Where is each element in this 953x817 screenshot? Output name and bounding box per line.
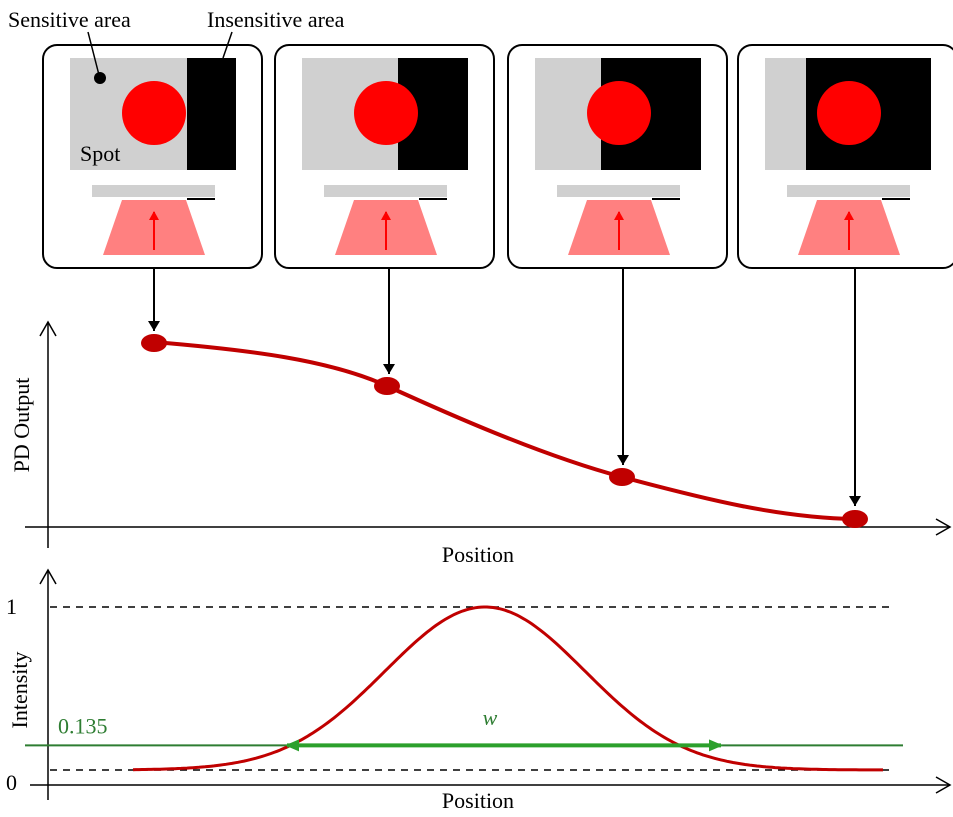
spot bbox=[817, 81, 881, 145]
detector-panel bbox=[738, 45, 953, 268]
intensity-axes bbox=[30, 570, 950, 800]
spot bbox=[122, 81, 186, 145]
sensitive-area bbox=[765, 58, 806, 170]
tick-label: 0.135 bbox=[58, 713, 108, 738]
insensitive-area bbox=[187, 58, 236, 170]
width-label: w bbox=[483, 705, 498, 730]
tick-label: 0 bbox=[6, 770, 17, 795]
pd-points bbox=[141, 334, 868, 528]
intensity-y-label: Intensity bbox=[7, 652, 32, 729]
detector-panel bbox=[275, 45, 494, 268]
slit-bar bbox=[557, 185, 680, 197]
pd-axes bbox=[25, 322, 950, 548]
spot bbox=[587, 81, 651, 145]
figure: Sensitive area Insensitive area Spot PD … bbox=[0, 0, 953, 817]
spot-label: Spot bbox=[80, 141, 120, 166]
pd-x-label: Position bbox=[442, 542, 514, 567]
sensitive-dot bbox=[94, 72, 106, 84]
intensity-x-label: Position bbox=[442, 788, 514, 813]
drop-arrows bbox=[154, 268, 855, 506]
intensity-plot: 0 0.135 1 bbox=[6, 594, 903, 795]
slit-bar bbox=[324, 185, 447, 197]
pd-curve bbox=[154, 342, 855, 519]
tick-label: 1 bbox=[6, 594, 17, 619]
sensitive-label: Sensitive area bbox=[8, 7, 131, 32]
detector-panel bbox=[43, 45, 262, 268]
slit-bar bbox=[787, 185, 910, 197]
panels bbox=[43, 45, 953, 268]
slit-bar bbox=[92, 185, 215, 197]
spot bbox=[354, 81, 418, 145]
detector-panel bbox=[508, 45, 727, 268]
insensitive-label: Insensitive area bbox=[207, 7, 345, 32]
pd-y-label: PD Output bbox=[9, 378, 34, 473]
